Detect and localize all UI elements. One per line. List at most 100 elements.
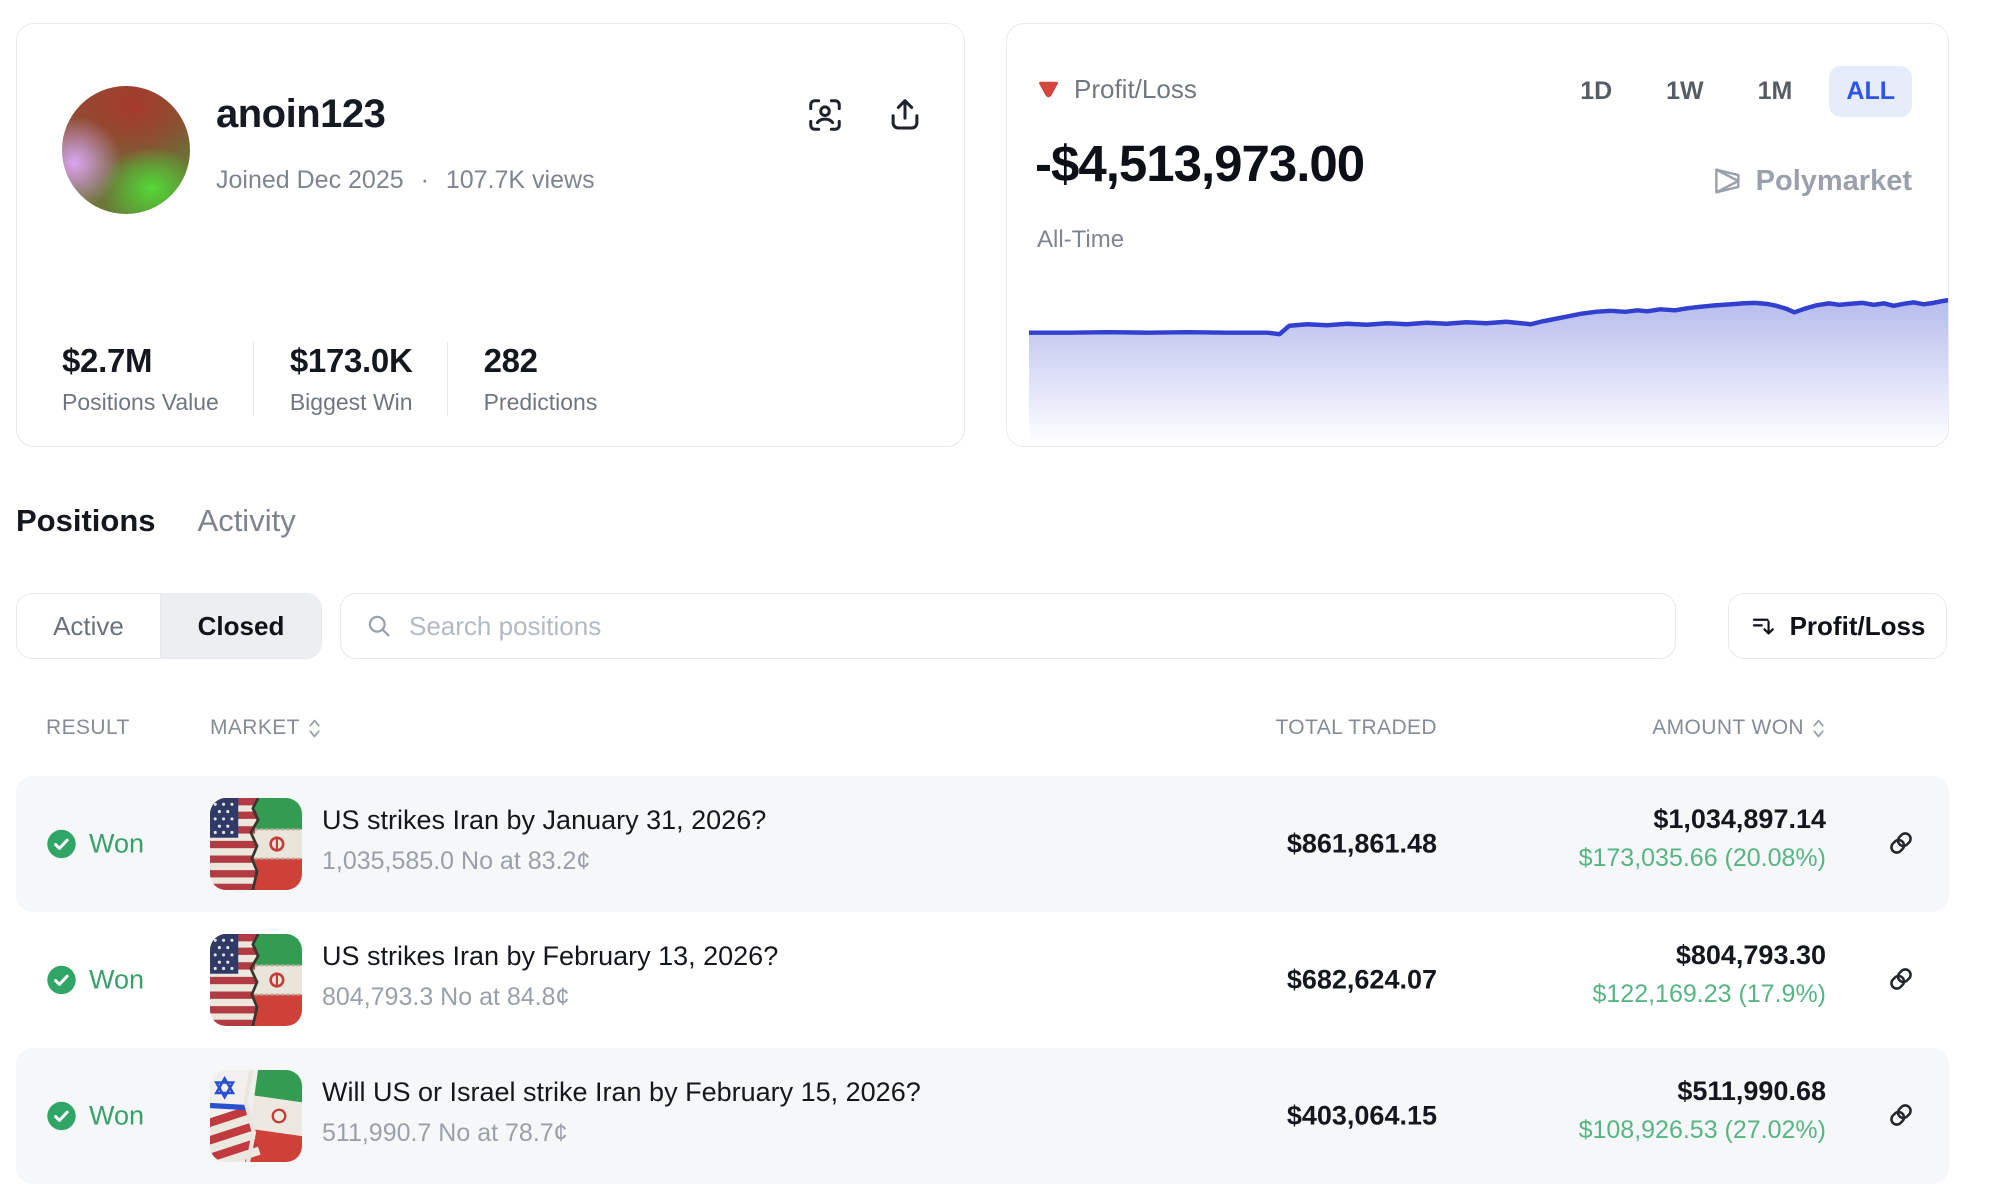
table-row[interactable]: Won [16,912,1949,1048]
views-count: 107.7K views [445,166,595,194]
market-title: Will US or Israel strike Iran by Februar… [322,1077,921,1107]
pnl-header: Profit/Loss [1037,74,1197,105]
time-range-filters: 1D 1W 1M ALL [1563,66,1912,117]
market-position-detail: 804,793.3 No at 84.8¢ [322,983,570,1011]
pnl-value: -$4,513,973.00 [1035,135,1365,192]
meta-dot: · [420,166,429,194]
header-amount-won-label: AMOUNT WON [1652,716,1804,739]
market-image-us-iran [210,934,302,1026]
polymarket-wordmark: Polymarket [1755,164,1912,197]
market-position-detail: 1,035,585.0 No at 83.2¢ [322,847,591,875]
toggle-closed[interactable]: Closed [161,594,321,658]
search-box [340,593,1676,659]
stat-label: Biggest Win [289,389,413,415]
header-result-label: RESULT [46,716,130,739]
amount-won-block: $1,034,897.14 $173,035.66 (20.08%) [1579,804,1826,873]
amount-won-value: $804,793.30 [1675,940,1826,970]
face-scan-icon [809,99,841,131]
amount-won-block: $511,990.68 $108,926.53 (27.02%) [1579,1076,1826,1145]
total-traded-value: $682,624.07 [1286,964,1437,995]
result-label: Won [89,1100,145,1131]
range-1w[interactable]: 1W [1649,66,1721,117]
pnl-label: Profit/Loss [1074,74,1197,104]
tab-positions[interactable]: Positions [16,503,156,538]
share-upload-icon [891,99,919,130]
stat-positions-value: $2.7M Positions Value [62,342,253,416]
status-toggle: Active Closed [16,593,322,659]
sort-descending-icon [1752,618,1774,635]
amount-won-value: $1,034,897.14 [1653,804,1826,834]
loss-triangle-icon [1039,81,1058,98]
header-market[interactable]: MARKET [210,716,322,740]
pnl-card: Profit/Loss 1D 1W 1M ALL -$4,513,973.00 … [1006,23,1949,447]
won-check-icon [47,1101,76,1131]
share-button[interactable] [886,96,924,134]
result-label: Won [89,828,145,859]
scan-qr-button[interactable] [806,96,844,134]
chain-link-icon [1890,1103,1912,1126]
amount-won-value: $511,990.68 [1677,1076,1826,1106]
profile-actions [806,96,924,134]
market-info: US strikes Iran by January 31, 2026? 1,0… [322,805,766,876]
stat-value: $2.7M [62,342,153,379]
range-1m[interactable]: 1M [1741,66,1810,117]
pnl-chart-area [1029,300,1948,445]
avatar [62,86,190,214]
market-link-button[interactable] [1883,826,1919,862]
table-row[interactable]: Won [16,776,1949,912]
market-link-button[interactable] [1883,962,1919,998]
stat-value: 282 [483,342,538,379]
result-badge: Won [46,829,144,860]
market-image-israel-us-iran [210,1070,302,1162]
sort-diamond-icon [1813,719,1824,737]
result-badge: Won [46,965,144,996]
market-link-button[interactable] [1883,1098,1919,1134]
search-icon [368,615,390,637]
result-badge: Won [46,1101,144,1132]
range-all[interactable]: ALL [1829,66,1912,117]
joined-date: Joined Dec 2025 [216,166,404,194]
profit-value: $122,169.23 (17.9%) [1592,980,1826,1008]
market-info: Will US or Israel strike Iran by Februar… [322,1077,921,1148]
stat-predictions: 282 Predictions [446,342,632,416]
pnl-period: All-Time [1037,226,1125,253]
won-check-icon [47,965,76,995]
profit-value: $173,035.66 (20.08%) [1578,844,1826,872]
chain-link-icon [1890,967,1912,990]
table-row[interactable]: Won [16,1048,1949,1184]
polymarket-logo-icon [1714,168,1740,194]
positions-table-header: RESULT MARKET TOTAL TRADED AMOUNT WON [16,714,1949,744]
total-traded-value: $861,861.48 [1286,828,1437,859]
profile-meta: Joined Dec 2025 · 107.7K views [216,166,605,195]
positions-table: Won [16,776,1949,1184]
search-input[interactable] [409,610,1651,642]
tab-activity[interactable]: Activity [197,503,296,538]
sort-button-label: Profit/Loss [1789,610,1926,641]
market-title: US strikes Iran by February 13, 2026? [322,941,779,971]
page-title: anoin123 [216,92,386,136]
header-result: RESULT [46,716,130,740]
stat-value: $173.0K [289,342,413,379]
total-traded-value: $403,064.15 [1286,1100,1437,1131]
header-market-label: MARKET [210,716,300,739]
amount-won-block: $804,793.30 $122,169.23 (17.9%) [1592,940,1826,1009]
market-position-detail: 511,990.7 No at 78.7¢ [322,1119,568,1147]
header-total-traded-label: TOTAL TRADED [1275,716,1437,739]
stat-biggest-win: $173.0K Biggest Win [252,342,447,416]
stat-label: Positions Value [62,389,219,415]
profit-value: $108,926.53 (27.02%) [1578,1116,1826,1144]
range-1d[interactable]: 1D [1563,66,1629,117]
polymarket-watermark: Polymarket [1710,164,1912,198]
chain-link-icon [1890,831,1912,854]
header-total-traded: TOTAL TRADED [1275,716,1437,740]
header-amount-won[interactable]: AMOUNT WON [1652,716,1826,740]
profile-card: anoin123 Joined Dec 2025 · 107.7K views [16,23,965,447]
stat-label: Predictions [483,389,598,415]
market-image-us-iran [210,798,302,890]
market-title: US strikes Iran by January 31, 2026? [322,805,767,835]
toggle-active[interactable]: Active [17,594,161,658]
sort-profit-loss-button[interactable]: Profit/Loss [1728,593,1947,659]
sort-diamond-icon [309,719,320,737]
pnl-chart [1029,297,1948,445]
